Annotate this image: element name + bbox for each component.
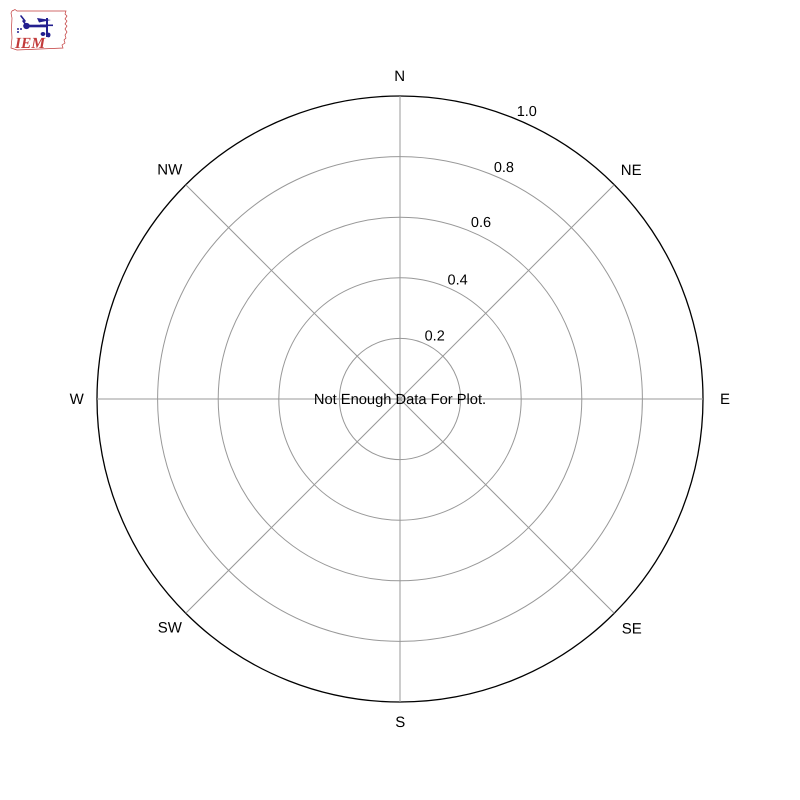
svg-text:E: E	[720, 391, 730, 408]
svg-text:0.4: 0.4	[448, 272, 468, 288]
svg-text:SW: SW	[158, 620, 183, 637]
svg-text:SE: SE	[622, 620, 642, 637]
svg-text:S: S	[395, 714, 405, 731]
svg-text:0.2: 0.2	[425, 329, 445, 345]
svg-text:N: N	[394, 68, 405, 85]
svg-text:1.0: 1.0	[517, 104, 537, 120]
svg-text:IEM: IEM	[14, 35, 46, 52]
svg-text:0.6: 0.6	[471, 215, 491, 231]
svg-text:NE: NE	[621, 162, 642, 179]
svg-text:W: W	[70, 391, 85, 408]
svg-text:Not Enough Data For Plot.: Not Enough Data For Plot.	[314, 392, 486, 408]
svg-text:NW: NW	[157, 162, 183, 179]
svg-text:0.8: 0.8	[494, 160, 514, 176]
